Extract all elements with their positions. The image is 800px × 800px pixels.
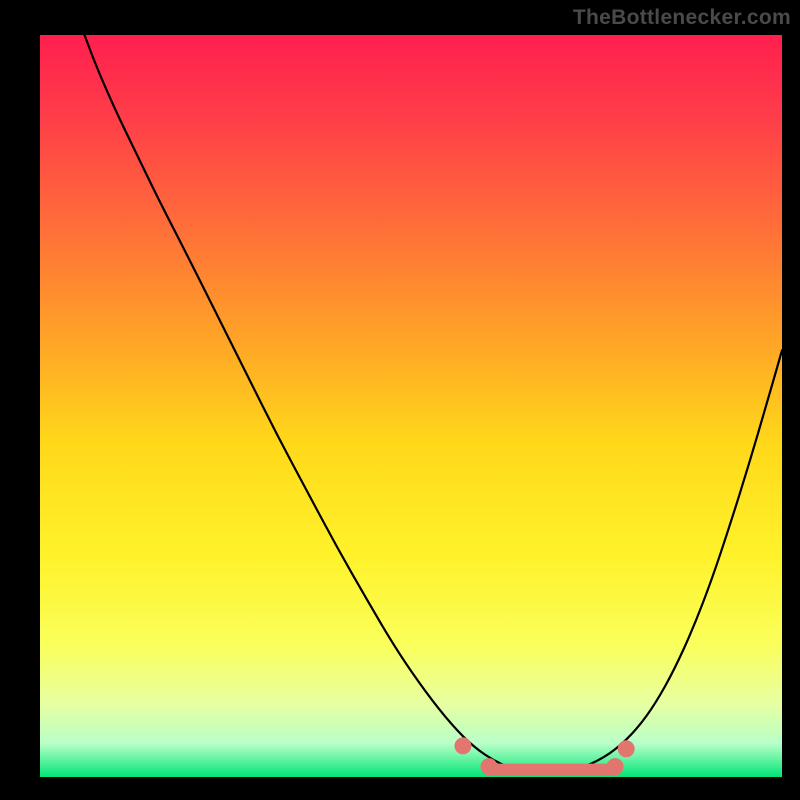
chart-stage: TheBottlenecker.com	[0, 0, 800, 800]
gradient-background	[40, 35, 782, 777]
watermark-text: TheBottlenecker.com	[573, 6, 791, 30]
plot-area	[40, 35, 782, 777]
